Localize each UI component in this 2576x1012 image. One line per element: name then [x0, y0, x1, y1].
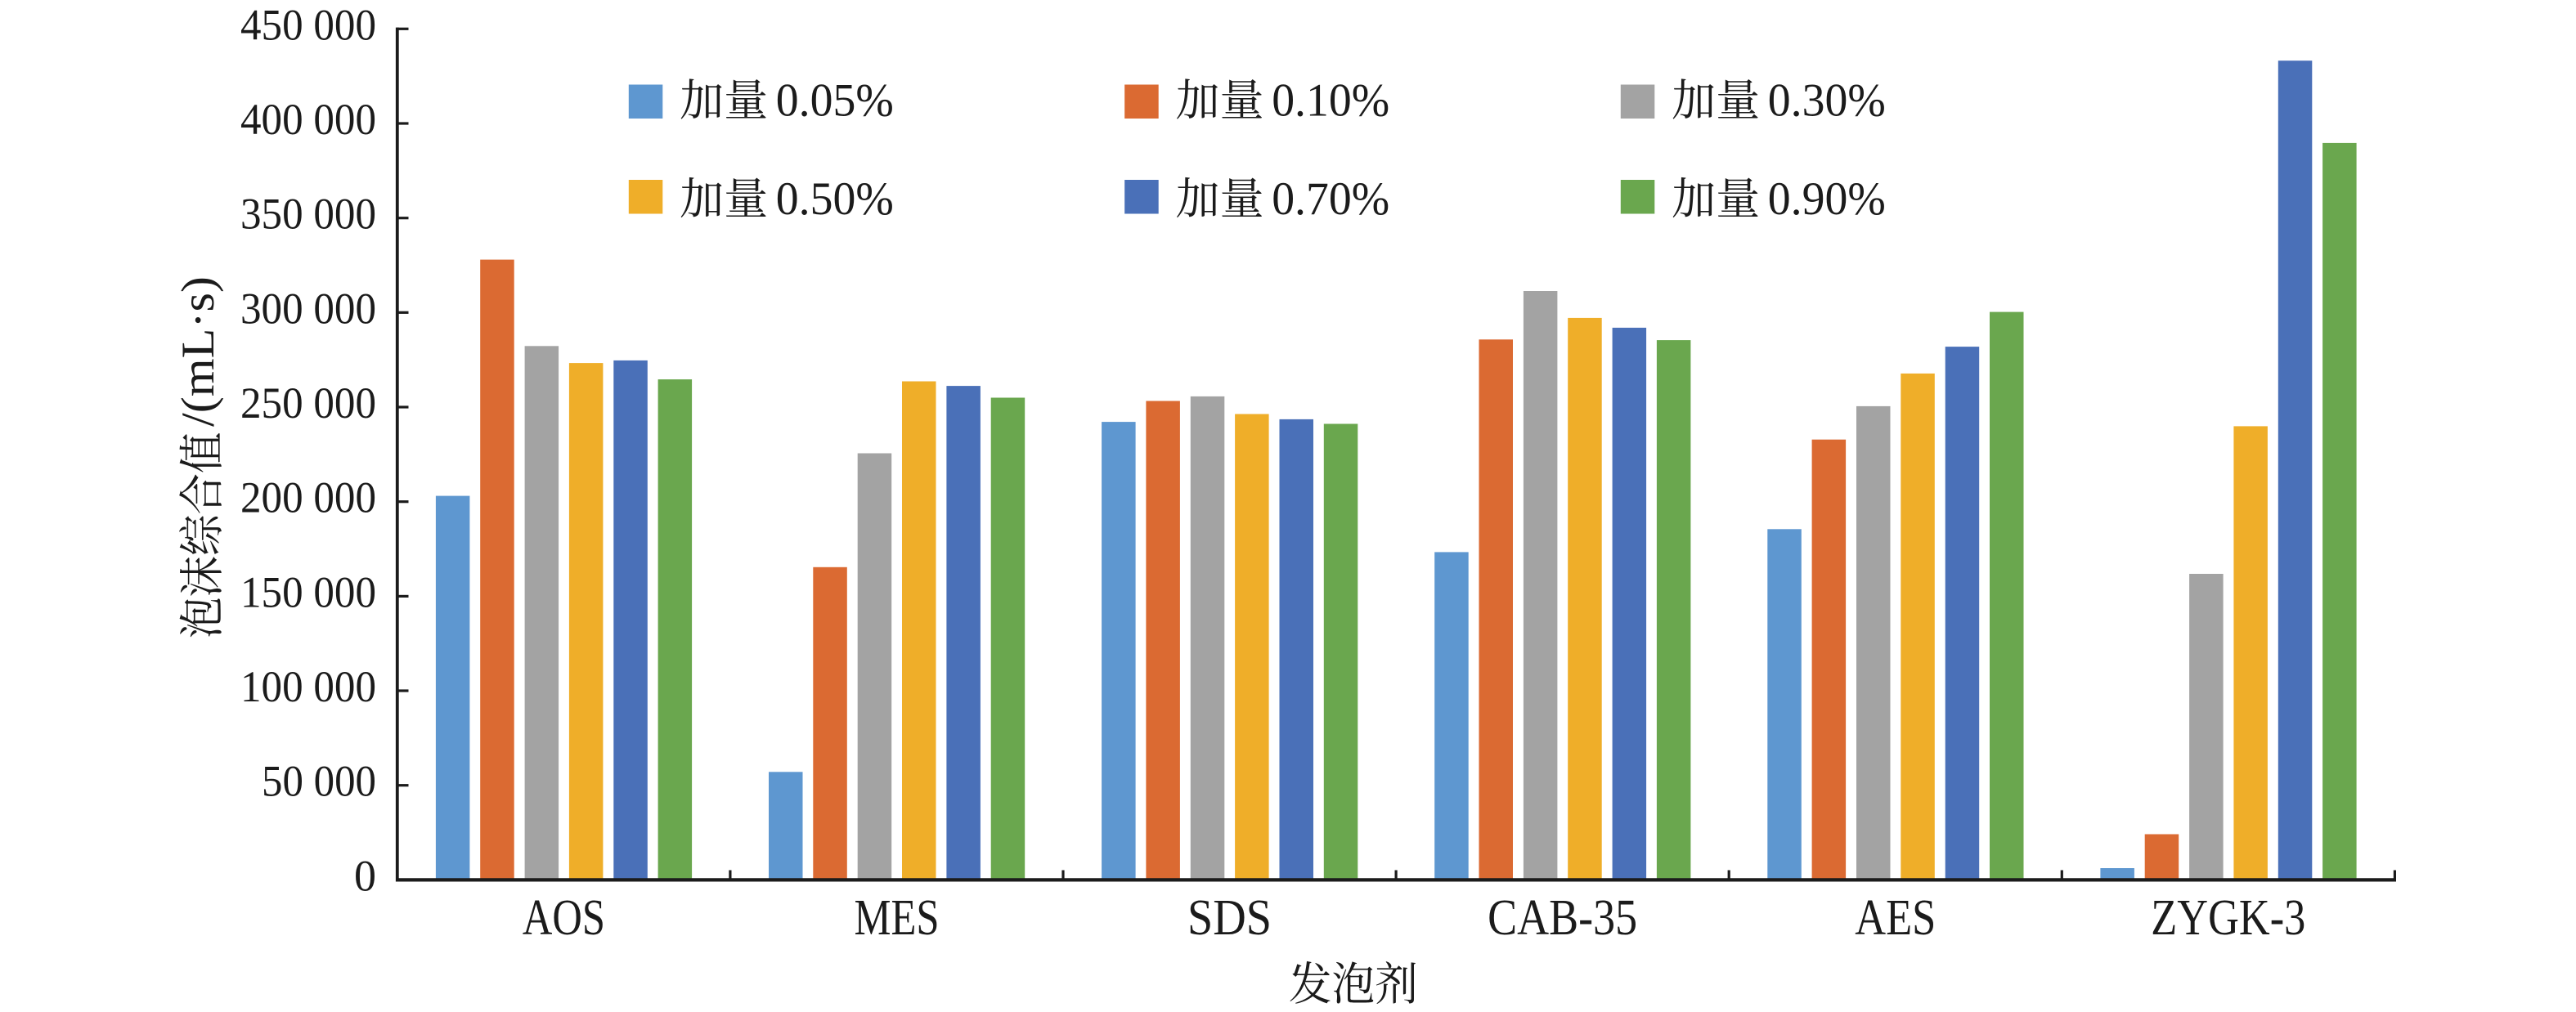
svg-text:0.05%: 0.05% — [776, 75, 894, 127]
svg-text:100 000: 100 000 — [240, 662, 376, 711]
svg-text:AES: AES — [1855, 890, 1936, 946]
svg-text:200 000: 200 000 — [240, 473, 376, 522]
svg-text:AOS: AOS — [523, 890, 605, 946]
svg-text:450 000: 450 000 — [240, 0, 376, 49]
svg-text:0.30%: 0.30% — [1768, 75, 1886, 127]
svg-text:0.70%: 0.70% — [1272, 173, 1389, 225]
svg-text:300 000: 300 000 — [240, 284, 376, 333]
svg-text:50 000: 50 000 — [262, 757, 376, 806]
svg-text:350 000: 350 000 — [240, 190, 376, 239]
svg-text:0.50%: 0.50% — [776, 173, 894, 225]
svg-text:ZYGK-3: ZYGK-3 — [2151, 890, 2305, 946]
svg-text:MES: MES — [855, 890, 940, 946]
svg-text:400 000: 400 000 — [240, 95, 376, 144]
svg-text:150 000: 150 000 — [240, 567, 376, 616]
svg-text:0.10%: 0.10% — [1272, 75, 1389, 127]
svg-text:0.90%: 0.90% — [1768, 173, 1886, 225]
svg-text:SDS: SDS — [1187, 890, 1272, 946]
svg-text:250 000: 250 000 — [240, 378, 376, 428]
svg-text:/(mL·s): /(mL·s) — [173, 276, 224, 427]
svg-text:CAB-35: CAB-35 — [1488, 890, 1637, 946]
svg-text:0: 0 — [354, 851, 376, 900]
